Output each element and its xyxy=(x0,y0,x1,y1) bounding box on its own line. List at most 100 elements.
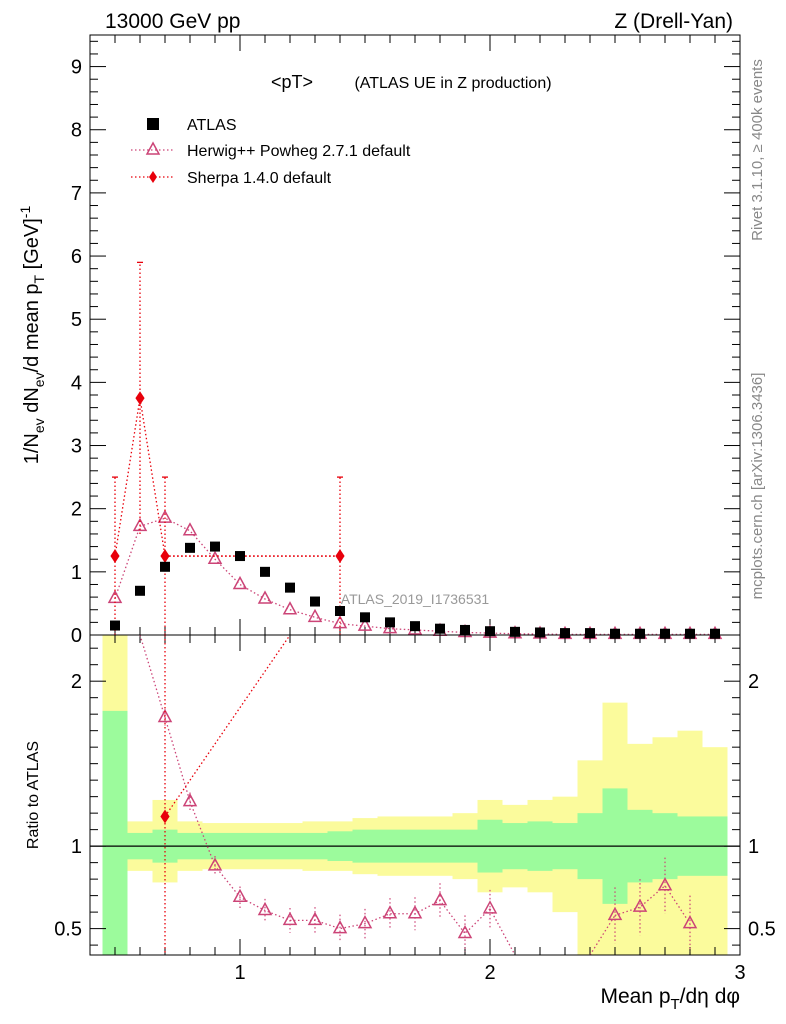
atlas-point xyxy=(210,541,220,552)
herwig-point xyxy=(132,517,148,532)
atlas-point xyxy=(385,617,395,628)
ratio-herwig-point xyxy=(657,877,673,891)
atlas-point xyxy=(585,628,595,639)
header-right-label: Z (Drell-Yan) xyxy=(614,10,733,33)
ratio-herwig-point xyxy=(182,793,198,807)
ratio-herwig-point xyxy=(457,924,473,939)
ratio-herwig-point xyxy=(407,905,423,919)
herwig-point xyxy=(232,575,248,590)
ratio-herwig-point xyxy=(382,905,398,919)
ratio-herwig-line-tail xyxy=(614,884,691,925)
atlas-point xyxy=(110,620,120,631)
sherpa-line xyxy=(114,398,340,557)
legend-label: Herwig++ Powheg 2.7.1 default xyxy=(187,143,411,160)
ratio-herwig-point xyxy=(682,915,698,929)
ratio-y-tick-label-right: 2 xyxy=(748,671,759,693)
atlas-point xyxy=(685,628,695,639)
y-tick-label: 9 xyxy=(71,57,82,79)
ratio-herwig-line-offscale xyxy=(139,634,166,718)
atlas-point xyxy=(610,628,620,639)
atlas-point xyxy=(710,628,720,639)
ratio-sherpa-line xyxy=(164,634,291,817)
atlas-point xyxy=(135,585,145,596)
atlas-point xyxy=(410,621,420,632)
main-panel: 0 1 2 3 4 5 6 7 8 9 <pT> (ATLAS UE in Z productio… xyxy=(17,34,741,647)
ratio-y-tick-label: 0.5 xyxy=(54,919,82,941)
sherpa-point xyxy=(335,549,345,563)
herwig-point xyxy=(157,509,173,523)
atlas-point xyxy=(635,628,645,639)
ratio-herwig-point xyxy=(207,857,223,871)
main-ylabel: 1/Nev dNev/d mean pT [GeV]-1 xyxy=(17,206,47,465)
legend-herwig-marker xyxy=(145,141,161,155)
ratio-herwig-point xyxy=(607,906,623,921)
y-tick-label: 6 xyxy=(71,246,82,268)
y-tick-label: 3 xyxy=(71,436,82,458)
main-marks xyxy=(107,261,723,640)
atlas-point xyxy=(235,551,245,562)
atlas-point xyxy=(510,626,520,637)
ratio-band-green xyxy=(102,710,128,955)
svg-text:Mean pT/dη dφ: Mean pT/dη dφ xyxy=(600,985,740,1013)
ratio-ticks: 0.5 0.5 1 1 2 2 1 2 3 xyxy=(54,635,776,984)
sherpa-point xyxy=(160,549,170,563)
atlas-point xyxy=(485,626,495,637)
ratio-xlabel: Mean pT/dη dφ xyxy=(600,985,740,1013)
ratio-herwig-point xyxy=(282,911,298,926)
atlas-point xyxy=(160,561,170,572)
y-tick-label: 7 xyxy=(71,183,82,205)
ratio-herwig-line-drop xyxy=(489,908,516,956)
herwig-point xyxy=(332,615,348,629)
herwig-point xyxy=(257,590,273,604)
herwig-point xyxy=(207,550,223,564)
atlas-point xyxy=(360,612,370,623)
atlas-point xyxy=(185,542,195,553)
ratio-herwig-point xyxy=(632,898,648,912)
atlas-point xyxy=(535,627,545,638)
y-tick-label: 2 xyxy=(71,499,82,521)
legend: ATLAS Herwig++ Powheg 2.7.1 default Sherpa… xyxy=(131,117,411,187)
ratio-herwig-point xyxy=(482,900,498,914)
herwig-point xyxy=(182,522,198,536)
main-watermark: ATLAS_2019_I1736531 xyxy=(341,591,490,607)
x-tick-label: 2 xyxy=(484,962,495,984)
herwig-point xyxy=(282,601,298,615)
atlas-point xyxy=(335,606,345,616)
atlas-point xyxy=(310,596,320,607)
herwig-point xyxy=(307,608,323,623)
atlas-point xyxy=(460,624,470,635)
atlas-point xyxy=(435,623,445,634)
atlas-point xyxy=(260,566,270,577)
atlas-point xyxy=(560,628,570,639)
ratio-y-tick-label-right: 1 xyxy=(748,836,759,858)
y-tick-label: 5 xyxy=(71,309,82,331)
ratio-y-tick-label: 1 xyxy=(71,836,82,858)
legend-label: ATLAS xyxy=(187,117,237,134)
ratio-herwig-point xyxy=(357,915,373,929)
ratio-herwig-point xyxy=(307,911,323,926)
sherpa-point xyxy=(135,391,145,406)
atlas-point xyxy=(285,582,295,593)
ratio-y-tick-label: 2 xyxy=(71,671,82,693)
y-tick-label: 0 xyxy=(71,625,82,647)
x-tick-label: 3 xyxy=(734,962,745,984)
main-title: <pT> xyxy=(271,72,313,92)
ratio-herwig-point xyxy=(432,892,448,906)
ratio-herwig-point xyxy=(157,708,173,723)
y-tick-label: 1 xyxy=(71,562,82,584)
ratio-sherpa-point xyxy=(160,809,170,824)
legend-atlas-marker xyxy=(147,118,159,130)
herwig-line xyxy=(114,517,715,636)
legend-label: Sherpa 1.4.0 default xyxy=(187,170,332,187)
y-tick-label: 4 xyxy=(71,372,82,394)
x-tick-label: 1 xyxy=(234,962,245,984)
atlas-point xyxy=(660,628,670,639)
svg-text:1/Nev dNev/d mean pT [GeV]-1: 1/Nev dNev/d mean pT [GeV]-1 xyxy=(17,206,47,465)
sherpa-point xyxy=(110,549,120,563)
main-subtitle: (ATLAS UE in Z production) xyxy=(354,75,551,92)
ratio-marks xyxy=(139,634,698,956)
herwig-point xyxy=(357,617,373,631)
rivet-label: Rivet 3.1.10, ≥ 400k events xyxy=(749,59,766,241)
ratio-panel: 0.5 0.5 1 1 2 2 1 2 3 Ratio to ATLAS Mean pT/dη … xyxy=(25,634,776,1013)
